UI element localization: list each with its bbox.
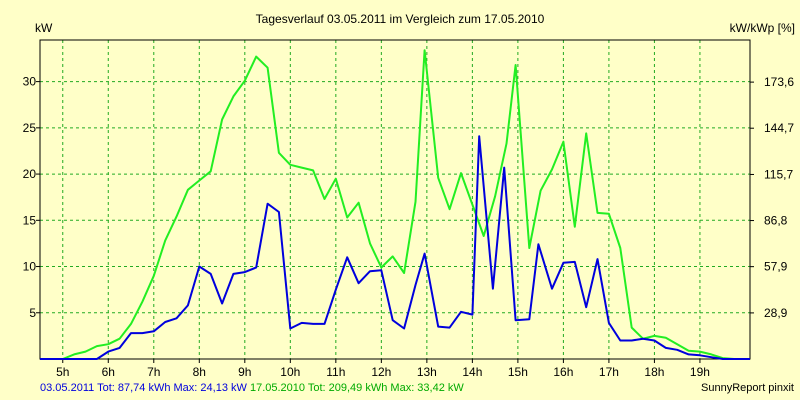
y-right-tick-label: 86,8	[764, 214, 788, 228]
chart-title: Tagesverlauf 03.05.2011 im Vergleich zum…	[256, 12, 545, 26]
x-tick-label: 7h	[147, 365, 160, 379]
y-right-tick-label: 115,7	[764, 167, 793, 181]
x-tick-label: 12h	[371, 365, 391, 379]
footer-series-2011: 03.05.2011 Tot: 87,74 kWh Max: 24,13 kW	[40, 382, 247, 394]
series-line	[40, 49, 750, 360]
y-axis-right-label: kW/kWp [%]	[730, 21, 795, 35]
y-right-tick-label: 173,6	[764, 75, 794, 89]
x-tick-label: 18h	[644, 365, 664, 379]
y-right-tick-label: 57,9	[764, 260, 788, 274]
y-tick-label: 20	[23, 167, 37, 181]
x-tick-label: 10h	[280, 365, 300, 379]
x-tick-label: 11h	[326, 365, 345, 379]
x-tick-label: 14h	[462, 365, 482, 379]
footer-summary: 03.05.2011 Tot: 87,74 kWh Max: 24,13 kW …	[40, 382, 464, 394]
x-tick-label: 5h	[56, 365, 69, 379]
axis-ticks: 5h 6h 7h 8h 9h 10h 11h 12h 13h 14h 15h 16h 17h 18h 19h…	[23, 75, 795, 379]
y-tick-label: 10	[23, 260, 37, 274]
x-tick-label: 16h	[553, 365, 573, 379]
x-tick-label: 13h	[417, 365, 437, 379]
series	[40, 49, 750, 360]
y-right-tick-label: 144,7	[764, 121, 794, 135]
x-tick-label: 6h	[102, 365, 115, 379]
y-tick-label: 30	[23, 75, 37, 89]
y-tick-label: 25	[23, 121, 37, 135]
x-tick-label: 8h	[193, 365, 206, 379]
x-tick-label: 15h	[508, 365, 528, 379]
y-axis-left-label: kW	[35, 21, 53, 35]
x-tick-label: 19h	[690, 365, 710, 379]
credit-text: SunnyReport pinxit	[701, 382, 794, 394]
plot-frame	[39, 39, 751, 360]
footer-series-2010: 17.05.2010 Tot: 209,49 kWh Max: 33,42 kW	[249, 382, 464, 394]
y-right-tick-label: 28,9	[764, 306, 788, 320]
series-line	[40, 135, 750, 360]
x-tick-label: 17h	[599, 365, 619, 379]
x-tick-label: 9h	[238, 365, 251, 379]
y-tick-label: 5	[29, 306, 36, 320]
grid	[40, 40, 750, 359]
y-tick-label: 15	[23, 213, 37, 227]
